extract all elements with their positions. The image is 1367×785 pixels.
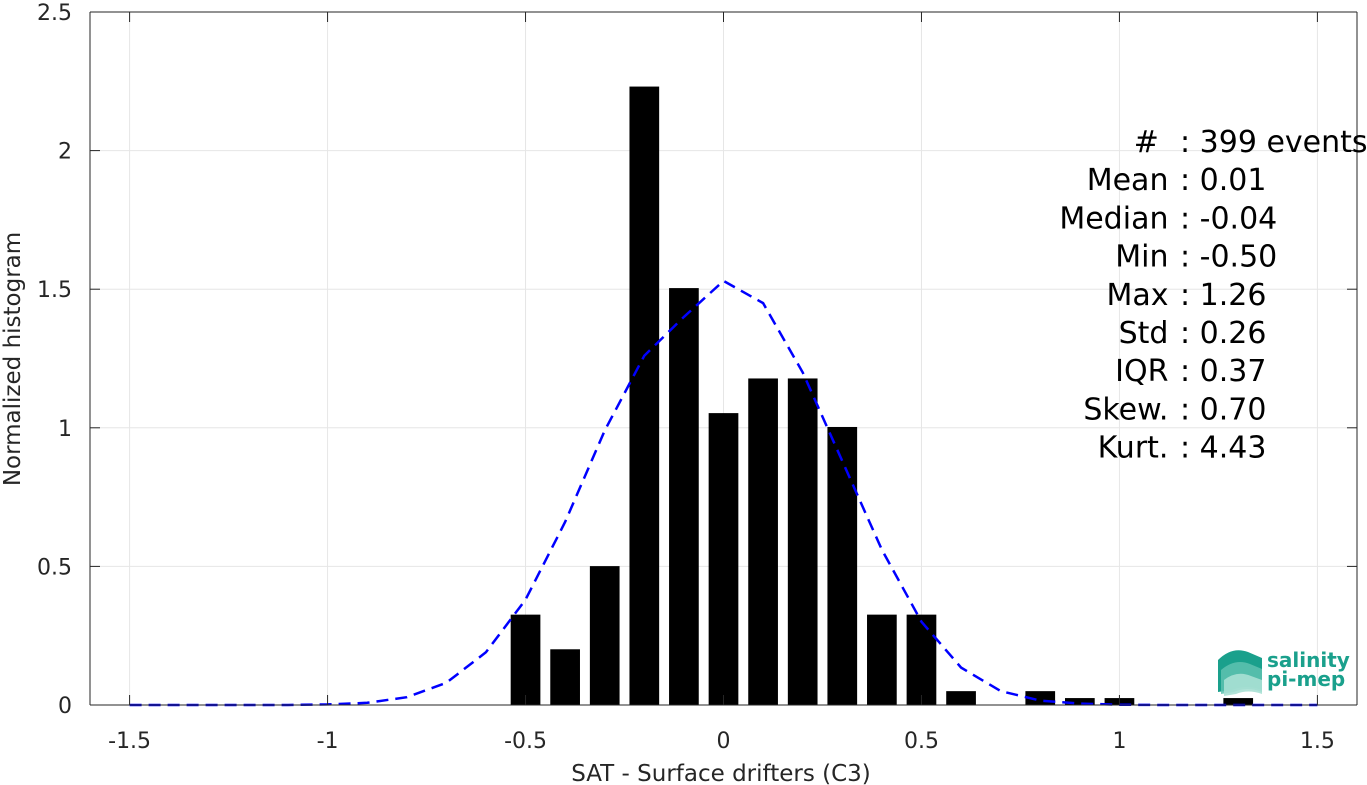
axes [89,11,1358,706]
y-tick-label: 0 [58,694,72,719]
stats-label: Std [1119,316,1178,351]
tick-labels: -1.5 -1 -0.5 0 0.5 1 1.5 0 0.5 1 1.5 2 2.5 [37,1,1335,754]
histogram-bar [669,288,699,705]
stats-value: : 0.70 [1180,392,1266,427]
stats-label: Kurt. [1098,431,1178,466]
logo-text-pi-mep: pi-mep [1267,667,1345,691]
histogram-bar [946,691,976,705]
x-tick-label: -1 [317,729,339,754]
histogram-bar [867,614,897,705]
wave-logo-icon [1218,650,1262,696]
y-tick-label: 0.5 [37,555,72,580]
stats-value: : 4.43 [1180,431,1266,466]
x-axis-title: SAT - Surface drifters (C3) [571,761,871,785]
salinity-pi-mep-logo: salinity pi-mep [1218,648,1350,696]
x-tick-label: 0 [717,729,731,754]
stats-label: IQR [1115,354,1178,389]
stats-label: # [1134,125,1178,160]
y-axis-title: Normalized histogram [0,232,26,486]
y-tick-label: 2 [58,140,72,165]
stats-label: Skew. [1083,392,1178,427]
histogram-bar [510,614,541,705]
x-tick-label: 0.5 [904,729,939,754]
histogram-bar [1223,698,1254,705]
stats-value: : 0.37 [1180,354,1266,389]
histogram-bar [589,566,620,705]
stats-label: Median [1059,201,1178,236]
x-tick-label: 1.5 [1300,729,1335,754]
stats-label: Min [1115,240,1178,275]
y-tick-label: 1 [58,417,72,442]
y-tick-label: 2.5 [37,1,72,26]
histogram-bar [748,378,778,705]
stats-value: : 0.01 [1180,163,1266,198]
histogram-bar [1064,698,1095,705]
stats-label: Max [1106,278,1178,313]
histogram-bar [550,649,580,705]
logo-text-salinity: salinity [1267,648,1350,672]
histogram-bars [510,86,1254,706]
stats-value: : 1.26 [1180,278,1266,313]
stats-value: : -0.04 [1180,201,1277,236]
histogram-bar [787,378,818,705]
stats-value: : -0.50 [1180,240,1277,275]
stats-label: Mean [1087,163,1178,198]
histogram-bar [708,413,739,705]
histogram-bar [629,86,660,706]
histogram-bar [827,426,858,705]
stats-value: : 399 events [1180,125,1367,160]
histogram-bar [906,614,937,705]
y-tick-label: 1.5 [37,278,72,303]
stats-value: : 0.26 [1180,316,1266,351]
x-tick-label: -0.5 [504,729,547,754]
x-tick-label: 1 [1112,729,1126,754]
x-tick-label: -1.5 [108,729,151,754]
